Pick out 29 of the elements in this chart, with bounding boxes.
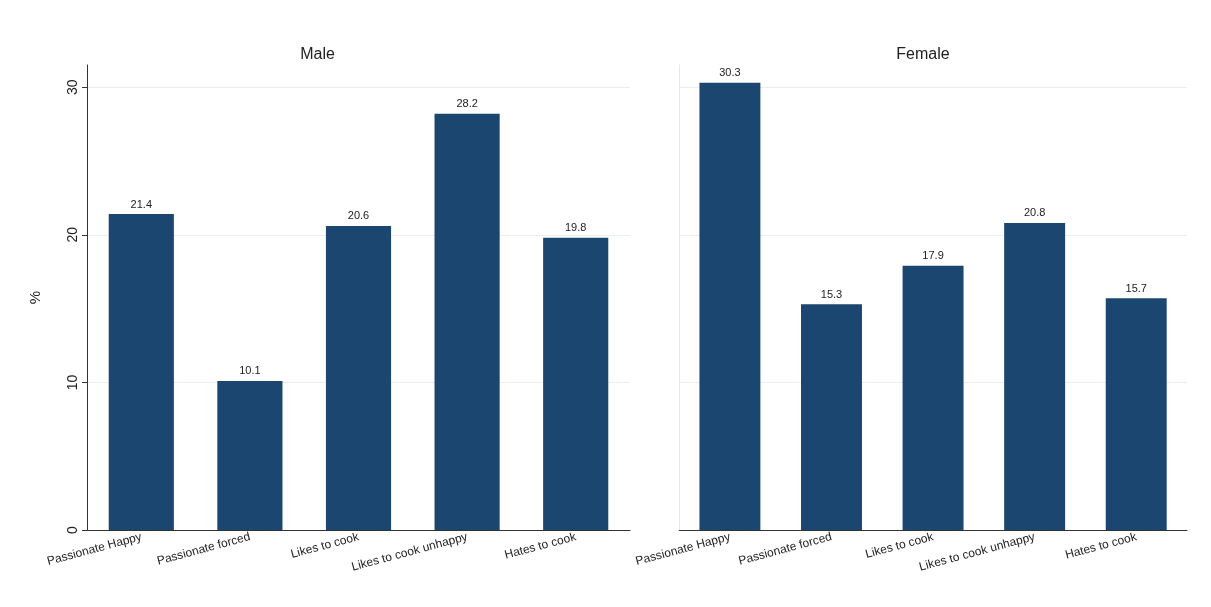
bar — [1004, 222, 1066, 530]
x-tick-label: Hates to cook — [503, 528, 579, 562]
bar — [1105, 298, 1167, 530]
data-label: 30.3 — [719, 66, 741, 79]
x-tick-label: Hates to cook — [1063, 528, 1139, 562]
y-tick-label: 30 — [64, 79, 80, 95]
bar — [543, 237, 609, 530]
data-label: 20.8 — [1023, 206, 1046, 219]
data-label: 15.7 — [1125, 281, 1147, 294]
data-label: 28.2 — [456, 97, 478, 110]
data-label: 21.4 — [130, 197, 153, 210]
data-label: 17.9 — [922, 249, 944, 262]
bar — [902, 265, 964, 530]
bar — [699, 82, 761, 530]
bar — [434, 113, 500, 530]
chart-title: Male — [300, 44, 335, 62]
y-tick-label: 0 — [64, 525, 80, 534]
y-axis-title: % — [26, 290, 43, 305]
bar — [108, 214, 174, 530]
bar — [325, 225, 392, 530]
y-tick-label: 10 — [64, 374, 80, 391]
data-label: 10.1 — [239, 364, 261, 377]
y-tick-label: 20 — [64, 226, 80, 243]
data-label: 15.3 — [820, 287, 843, 300]
chart-title: Female — [896, 44, 950, 62]
data-label: 19.8 — [564, 221, 587, 234]
bar — [801, 304, 862, 530]
data-label: 20.6 — [347, 209, 370, 222]
bar — [217, 380, 283, 530]
